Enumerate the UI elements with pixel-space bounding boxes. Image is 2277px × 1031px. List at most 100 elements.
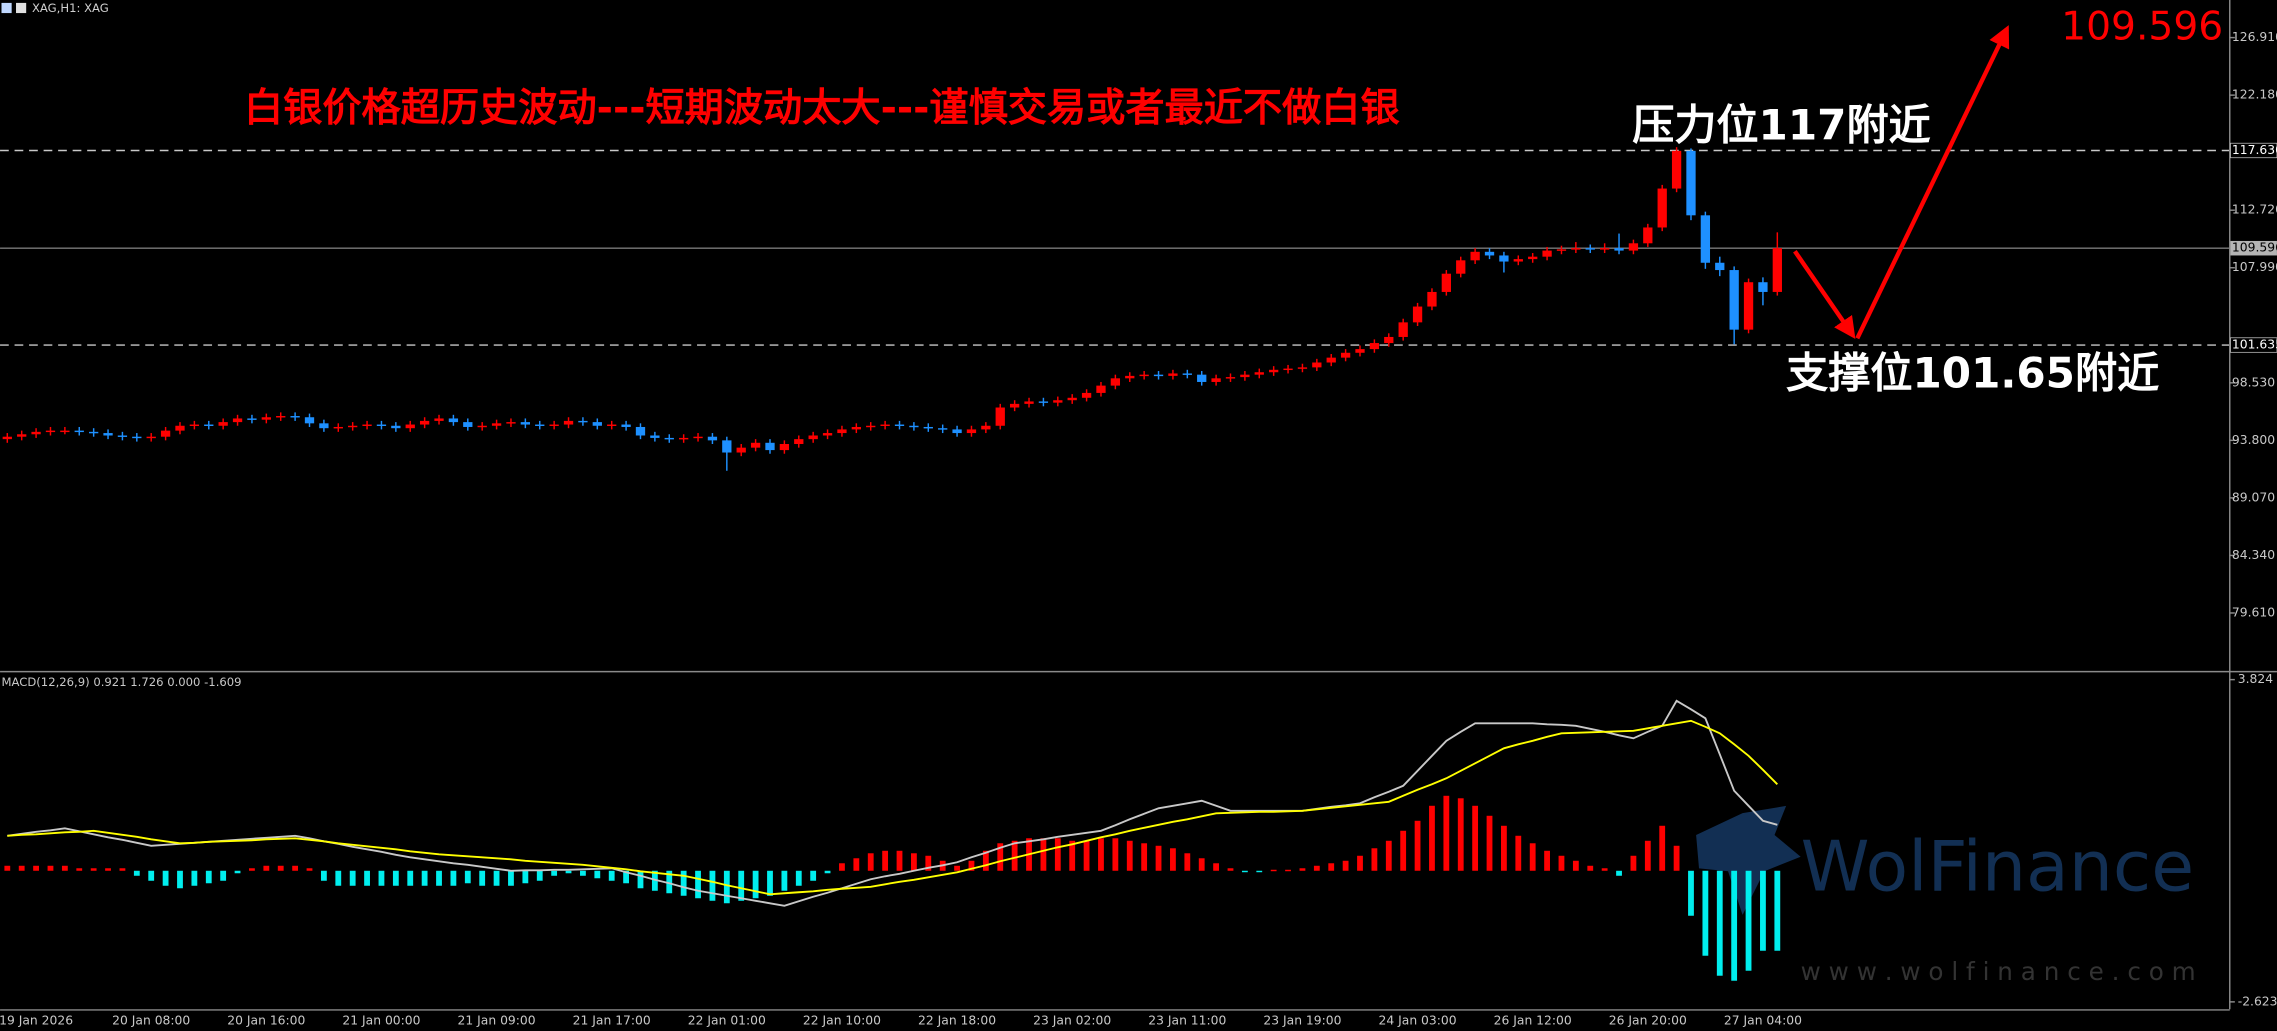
histogram-bar [335, 870, 342, 886]
histogram-bar [1644, 840, 1651, 871]
candle-body [722, 440, 732, 453]
candle-body [290, 416, 300, 418]
histogram-bar [320, 870, 327, 881]
histogram-bar [61, 865, 68, 871]
candle-body [635, 426, 646, 436]
histogram-bar [1760, 870, 1766, 951]
histogram-bar [1054, 838, 1061, 871]
candle-body [1643, 227, 1653, 244]
candle-body [794, 439, 804, 445]
candle-body [1671, 150, 1682, 189]
candle-body [434, 418, 444, 421]
support-note: 支撑位101.65附近 [1786, 349, 2159, 398]
arrow [1855, 25, 2010, 340]
candle-body [45, 430, 56, 433]
histogram-bar [982, 850, 989, 871]
histogram-bar [1587, 865, 1594, 871]
candle-body [837, 429, 847, 434]
candle-body [506, 422, 516, 424]
histogram-bar [1241, 870, 1248, 873]
histogram-bar [1472, 805, 1479, 871]
candle-body [463, 422, 473, 427]
histogram-bar [954, 865, 960, 871]
histogram-bar [392, 870, 399, 886]
candle-body [894, 424, 905, 426]
histogram-bar [853, 858, 860, 871]
histogram-bar [1486, 815, 1493, 871]
logo [1696, 805, 1801, 915]
candle-body [419, 420, 430, 425]
candle-body [1096, 385, 1106, 393]
candle-body [1197, 374, 1207, 382]
histogram-bar [1601, 868, 1608, 871]
histogram-bar [1414, 820, 1421, 871]
y-tick-label: 84.340 [2232, 548, 2275, 562]
candle-body [2, 436, 12, 440]
histogram-bar [623, 870, 629, 884]
candle-body [750, 442, 761, 448]
candle-body [491, 423, 502, 426]
histogram-bar [536, 870, 543, 881]
histogram-bar [1774, 870, 1781, 951]
candle-body [146, 436, 156, 439]
histogram-bar [723, 870, 730, 904]
histogram-bar [1098, 838, 1104, 871]
candle-body [218, 422, 228, 426]
candle-body [707, 436, 718, 441]
candle-body [578, 420, 588, 423]
histogram-bar [47, 865, 54, 871]
y-tick-label: 126.910 [2232, 30, 2277, 44]
histogram-bar [580, 870, 586, 876]
y-tick-label: 122.180 [2232, 88, 2277, 102]
histogram-bar [565, 870, 572, 874]
histogram-bar [1342, 860, 1349, 871]
candle-body [981, 425, 991, 430]
histogram-bar [191, 870, 198, 886]
candle-body [117, 435, 128, 437]
histogram-bar [1141, 843, 1148, 871]
candle-body [1599, 248, 1610, 250]
candle-body [607, 424, 617, 426]
histogram-bar [522, 870, 529, 884]
x-tick-label: 20 Jan 08:00 [112, 1013, 190, 1027]
histogram-bar [968, 860, 975, 871]
indicator-line [7, 719, 1778, 896]
histogram-bar [1357, 855, 1363, 871]
candle-body [995, 407, 1005, 426]
histogram-bar [767, 870, 773, 896]
candle-body [1254, 372, 1264, 375]
candle-body [89, 431, 99, 434]
candle-body [1053, 400, 1063, 403]
histogram-bar [608, 870, 615, 881]
candle-body [204, 424, 214, 426]
histogram-bar [925, 855, 932, 871]
histogram-bar [1659, 825, 1666, 871]
histogram-bar [76, 868, 83, 871]
histogram-bar [407, 870, 414, 886]
candle-body [923, 426, 933, 429]
x-tick-label: 20 Jan 16:00 [227, 1013, 305, 1027]
candle-body [74, 430, 84, 433]
candle-body [1153, 374, 1164, 377]
candle-body [1355, 349, 1365, 353]
candle-body [520, 422, 531, 425]
histogram-bar [436, 870, 442, 886]
histogram-bar [1443, 795, 1450, 871]
x-tick-label: 21 Jan 17:00 [573, 1013, 651, 1027]
histogram-bar [1299, 868, 1306, 871]
histogram-bar [177, 870, 183, 889]
histogram-bar [1616, 870, 1622, 876]
histogram-bar [1630, 855, 1637, 871]
candle-body [376, 424, 387, 426]
candle-body [1686, 150, 1696, 216]
candle-body [304, 417, 315, 424]
candle-body [1125, 375, 1135, 379]
candle-body [1038, 401, 1049, 403]
histogram-bar [1501, 825, 1507, 871]
candle-body [621, 424, 631, 427]
histogram-bar [1040, 838, 1047, 871]
x-tick-label: 21 Jan 09:00 [458, 1013, 536, 1027]
candle-body [103, 433, 113, 436]
candle-body [477, 425, 487, 428]
